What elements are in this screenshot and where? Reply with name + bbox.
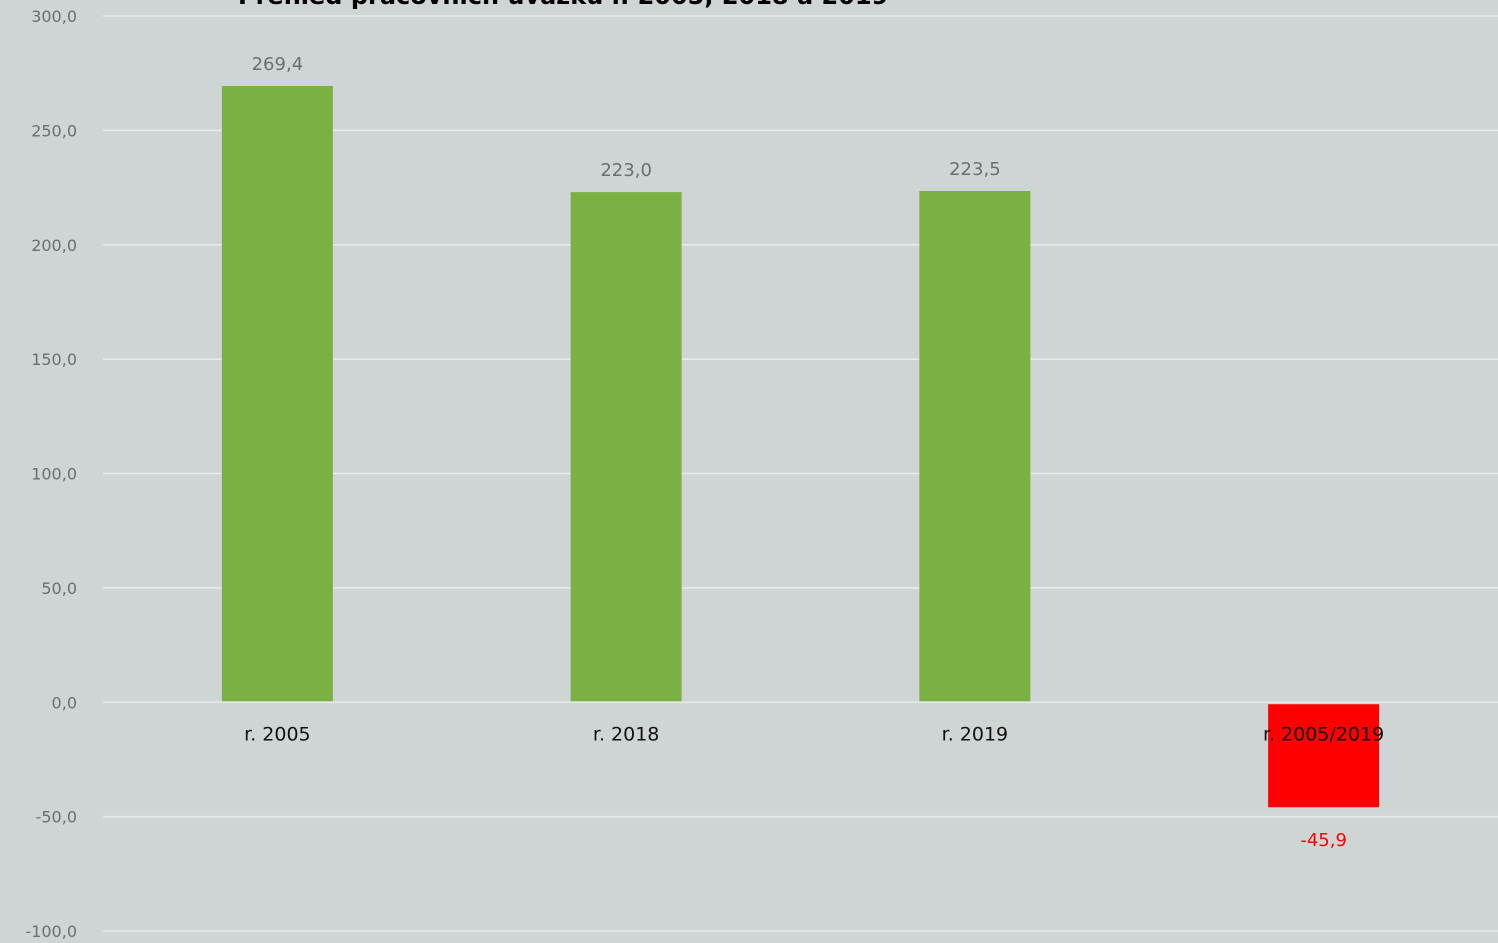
data-label: 223,5	[949, 159, 1001, 180]
bar	[221, 85, 333, 702]
y-tick-label: 300,0	[31, 7, 77, 26]
chart-title: Přehled pracovních úvazků r. 2005, 2018 …	[238, 0, 888, 10]
x-category-label: r. 2005/2019	[1263, 723, 1384, 745]
data-label: -45,9	[1300, 830, 1347, 851]
y-tick-label: -50,0	[36, 808, 77, 827]
y-tick-label: 250,0	[31, 121, 77, 140]
y-tick-label: 100,0	[31, 465, 77, 484]
bar	[570, 192, 682, 702]
data-label: 223,0	[600, 160, 652, 181]
y-tick-label: 0,0	[52, 693, 77, 712]
y-tick-label: -100,0	[25, 922, 77, 941]
category-labels: r. 2005 r. 2018 r. 2019 r. 2005/2019	[244, 723, 1384, 745]
y-tick-label: 200,0	[31, 236, 77, 255]
x-category-label: r. 2018	[593, 723, 660, 745]
y-axis-tick-labels: 300,0 250,0 200,0 150,0 100,0 50,0 0,0 -50,0 -10…	[25, 7, 77, 941]
data-label: 269,4	[252, 54, 304, 75]
x-category-label: r. 2005	[244, 723, 311, 745]
y-tick-label: 50,0	[41, 579, 77, 598]
y-tick-label: 150,0	[31, 350, 77, 369]
bar	[919, 190, 1031, 702]
bars	[221, 85, 1380, 808]
data-labels: 269,4 223,0 223,5 -45,9	[252, 54, 1347, 851]
gridlines	[103, 15, 1498, 932]
x-category-label: r. 2019	[942, 723, 1009, 745]
bar	[1268, 704, 1380, 808]
